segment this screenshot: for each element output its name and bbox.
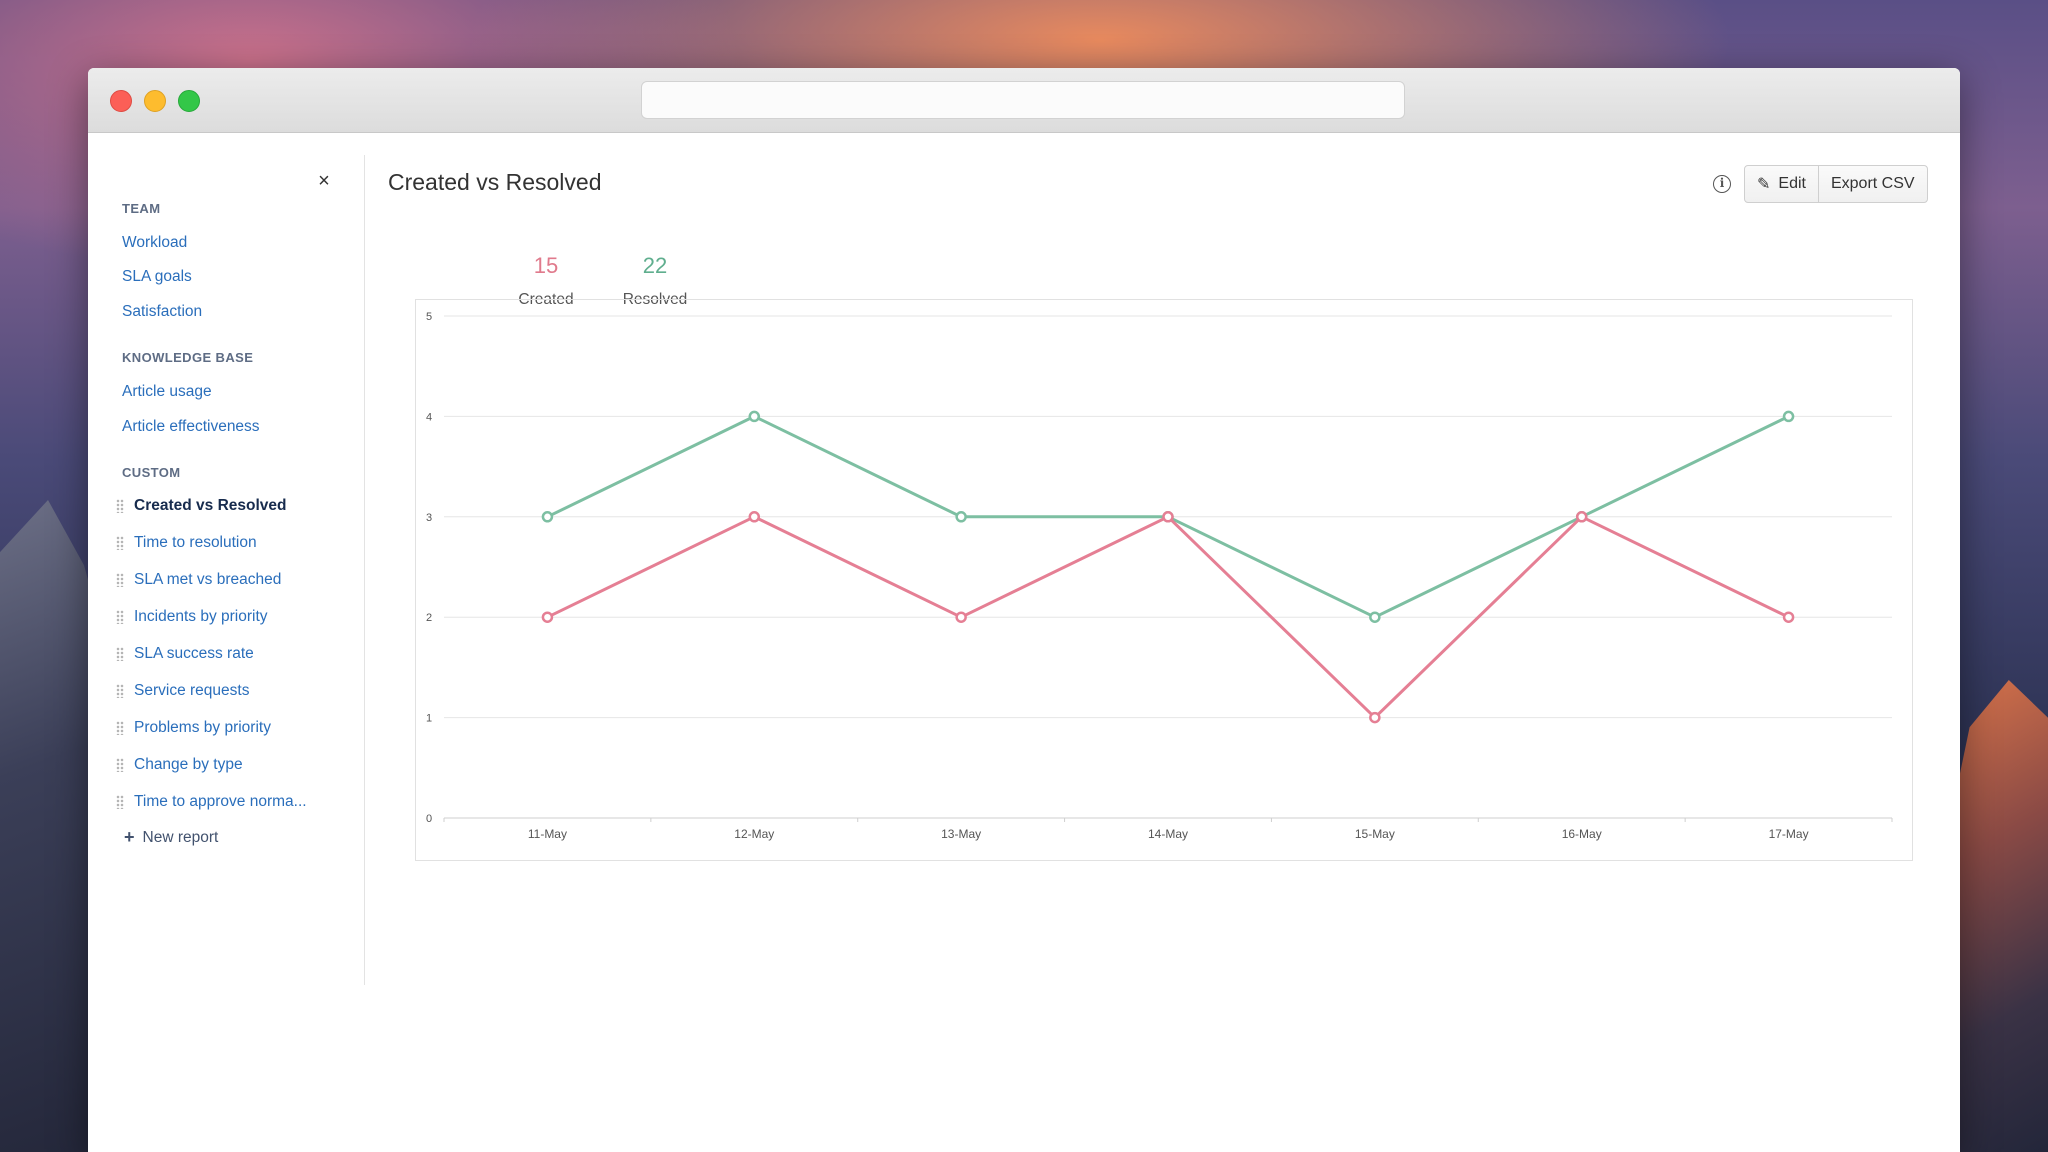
drag-handle-icon[interactable] <box>116 758 124 772</box>
close-window-button[interactable] <box>110 90 132 112</box>
data-point-created <box>955 611 967 623</box>
export-csv-button[interactable]: Export CSV <box>1817 166 1927 202</box>
x-tick-label: 16-May <box>1562 827 1602 841</box>
minimize-window-button[interactable] <box>144 90 166 112</box>
section-title-team: TEAM <box>122 201 161 216</box>
y-tick-label: 0 <box>426 813 432 825</box>
y-tick-label: 4 <box>426 411 432 423</box>
section-title-custom: CUSTOM <box>122 465 181 480</box>
sidebar-item-workload[interactable]: Workload <box>122 234 188 251</box>
x-tick-label: 12-May <box>734 827 774 841</box>
data-point-resolved <box>748 410 761 423</box>
sidebar-item-label: Incidents by priority <box>134 608 268 625</box>
sidebar-item-label: Time to approve norma... <box>134 793 307 810</box>
report-actions: ✎ Edit Export CSV <box>1744 165 1928 203</box>
plus-icon: + <box>124 827 135 847</box>
section-title-knowledge-base: KNOWLEDGE BASE <box>122 350 254 365</box>
close-sidebar-icon[interactable]: × <box>318 170 330 192</box>
y-tick-label: 5 <box>426 311 432 323</box>
resolved-count: 22 <box>642 253 668 278</box>
sidebar-item-time-to-approve[interactable]: Time to approve norma... <box>116 791 307 813</box>
drag-handle-icon[interactable] <box>116 795 124 809</box>
mountain-right <box>1950 680 2048 1152</box>
sidebar-item-incidents-by-priority[interactable]: Incidents by priority <box>116 606 268 628</box>
drag-handle-icon[interactable] <box>116 647 124 661</box>
drag-handle-icon[interactable] <box>116 536 124 550</box>
data-point-created <box>1575 511 1588 523</box>
x-tick-label: 15-May <box>1355 827 1395 841</box>
address-bar[interactable] <box>641 81 1405 119</box>
reports-sidebar: × TEAM Workload SLA goals Satisfaction K… <box>88 155 365 985</box>
sidebar-item-article-usage[interactable]: Article usage <box>122 383 212 400</box>
sidebar-item-label: Created vs Resolved <box>134 497 287 514</box>
sidebar-item-service-requests[interactable]: Service requests <box>116 680 249 702</box>
page-title: Created vs Resolved <box>388 169 602 195</box>
pencil-icon: ✎ <box>1757 176 1771 193</box>
created-count: 15 <box>533 253 559 278</box>
x-tick-label: 17-May <box>1769 827 1809 841</box>
drag-handle-icon[interactable] <box>116 610 124 624</box>
sidebar-item-change-by-type[interactable]: Change by type <box>116 754 243 776</box>
data-point-created <box>1162 511 1174 523</box>
sidebar-item-label: SLA met vs breached <box>134 571 282 588</box>
info-icon[interactable]: i <box>1713 175 1731 193</box>
page-content: × TEAM Workload SLA goals Satisfaction K… <box>88 133 1960 1152</box>
new-report-label: New report <box>142 828 219 846</box>
data-point-resolved <box>541 511 554 523</box>
created-vs-resolved-chart: 0 1 2 3 4 5 11-May 12-May 13-May 14-May 15-May 16-M… <box>415 299 1913 861</box>
y-tick-label: 3 <box>426 512 432 524</box>
x-tick-label: 11-May <box>528 827 567 841</box>
data-point-created <box>1369 711 1381 724</box>
drag-handle-icon[interactable] <box>116 573 124 587</box>
sidebar-item-label: Service requests <box>134 682 250 699</box>
data-point-resolved <box>1782 410 1795 423</box>
zoom-window-button[interactable] <box>178 90 200 112</box>
y-tick-label: 1 <box>426 713 432 725</box>
sidebar-item-problems-by-priority[interactable]: Problems by priority <box>116 717 271 739</box>
sidebar-item-label: SLA success rate <box>134 645 254 662</box>
new-report-button[interactable]: + New report <box>124 827 218 848</box>
x-tick-label: 13-May <box>941 827 981 841</box>
window-titlebar <box>88 68 1960 133</box>
browser-window: × TEAM Workload SLA goals Satisfaction K… <box>88 68 1960 1152</box>
sidebar-item-time-to-resolution[interactable]: Time to resolution <box>116 532 257 554</box>
data-point-resolved <box>1369 611 1381 623</box>
y-tick-label: 2 <box>426 612 432 624</box>
drag-handle-icon[interactable] <box>116 721 124 735</box>
line-chart-svg: 0 1 2 3 4 5 11-May 12-May 13-May 14-May 15-May 16-M… <box>426 311 1893 841</box>
edit-label: Edit <box>1778 175 1806 192</box>
sidebar-item-label: Change by type <box>134 756 243 773</box>
edit-button[interactable]: ✎ Edit <box>1745 166 1818 202</box>
sidebar-item-sla-goals[interactable]: SLA goals <box>122 268 192 285</box>
sidebar-item-sla-success-rate[interactable]: SLA success rate <box>116 643 254 665</box>
sidebar-item-sla-met-vs-breached[interactable]: SLA met vs breached <box>116 569 281 591</box>
data-point-resolved <box>955 511 967 523</box>
sidebar-item-article-effectiveness[interactable]: Article effectiveness <box>122 418 260 435</box>
data-point-created <box>541 611 554 623</box>
drag-handle-icon[interactable] <box>116 499 124 513</box>
sidebar-item-label: Time to resolution <box>134 534 257 551</box>
data-point-created <box>748 511 761 523</box>
sidebar-item-label: Problems by priority <box>134 719 271 736</box>
data-point-created <box>1782 611 1795 623</box>
x-tick-label: 14-May <box>1148 827 1188 841</box>
sidebar-item-created-vs-resolved[interactable]: Created vs Resolved <box>116 495 287 517</box>
sidebar-item-satisfaction[interactable]: Satisfaction <box>122 303 203 320</box>
drag-handle-icon[interactable] <box>116 684 124 698</box>
